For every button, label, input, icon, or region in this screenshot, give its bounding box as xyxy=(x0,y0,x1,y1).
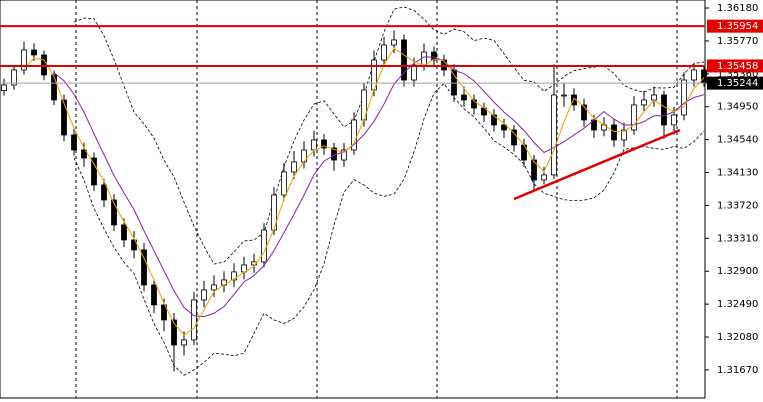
candle-body xyxy=(71,134,77,151)
candle-body xyxy=(201,289,207,301)
candle-body xyxy=(561,94,567,97)
candle-body xyxy=(291,161,297,173)
trend-line xyxy=(513,128,681,201)
candle-body xyxy=(401,39,407,81)
candle-body xyxy=(541,174,547,181)
candle-body xyxy=(461,94,467,101)
candle-body xyxy=(191,299,197,341)
candle-body xyxy=(21,49,27,71)
candle-body xyxy=(701,69,707,84)
candle-body xyxy=(691,69,697,81)
candle-body xyxy=(91,157,97,186)
candle-body xyxy=(451,69,457,96)
y-tick-label: 1.35770 xyxy=(717,36,758,47)
candle-body xyxy=(641,99,647,106)
candle-body xyxy=(531,159,537,181)
candle-body xyxy=(151,284,157,306)
candle-body xyxy=(211,284,217,291)
y-tick-label: 1.34950 xyxy=(717,102,758,113)
y-tick-label: 1.35360 xyxy=(717,69,758,80)
y-tick-label: 1.33310 xyxy=(717,233,758,244)
candle-body xyxy=(81,149,87,159)
y-tick-label: 1.31670 xyxy=(717,365,758,376)
candle-body xyxy=(101,184,107,201)
price-label: 1.35244 xyxy=(717,78,758,89)
candle-body xyxy=(471,99,477,109)
candle-body xyxy=(511,129,517,146)
candle-body xyxy=(391,39,397,46)
candle-body xyxy=(621,129,627,141)
candle-body xyxy=(681,79,687,116)
candle-body xyxy=(171,319,177,346)
ma-slow xyxy=(53,56,705,318)
ma-fast xyxy=(23,47,705,336)
y-tick-label: 1.36180 xyxy=(717,3,758,14)
y-tick-label: 1.32080 xyxy=(717,332,758,343)
candle-body xyxy=(671,114,677,126)
y-tick-label: 1.33720 xyxy=(717,200,758,211)
candle-body xyxy=(231,271,237,281)
candle-body xyxy=(41,54,47,76)
price-label: 1.35458 xyxy=(717,61,758,72)
price-label-box xyxy=(707,76,763,90)
price-label-box xyxy=(707,19,763,33)
candle-body xyxy=(61,99,67,136)
price-label: 1.35954 xyxy=(717,21,758,32)
candle-body xyxy=(381,44,387,61)
candle-body xyxy=(551,94,557,176)
candle-body xyxy=(491,114,497,126)
candle-body xyxy=(1,84,7,92)
candle-body xyxy=(141,249,147,286)
candle-body xyxy=(111,199,117,226)
y-tick-label: 1.32900 xyxy=(717,266,758,277)
candle-body xyxy=(51,74,57,101)
candle-body xyxy=(411,64,417,81)
y-tick-label: 1.34130 xyxy=(717,168,758,179)
candle-body xyxy=(651,94,657,101)
candle-body xyxy=(31,49,37,56)
bollinger-lower xyxy=(73,82,705,376)
candle-body xyxy=(661,94,667,126)
y-tick-label: 1.34540 xyxy=(717,135,758,146)
candle-body xyxy=(611,124,617,141)
candle-body xyxy=(581,104,587,121)
candle-body xyxy=(321,139,327,149)
candle-body xyxy=(161,304,167,321)
candle-body xyxy=(181,339,187,346)
candle-body xyxy=(351,119,357,151)
candle-body xyxy=(281,171,287,196)
candle-body xyxy=(131,239,137,251)
candle-body xyxy=(11,69,17,86)
y-tick-label: 1.32490 xyxy=(717,299,758,310)
candle-body xyxy=(431,51,437,61)
candle-body xyxy=(261,229,267,263)
candle-body xyxy=(341,149,347,161)
candle-body xyxy=(311,139,317,151)
candle-body xyxy=(501,124,507,131)
candle-body xyxy=(631,104,637,131)
price-label-box xyxy=(707,59,763,73)
candle-body xyxy=(121,224,127,241)
